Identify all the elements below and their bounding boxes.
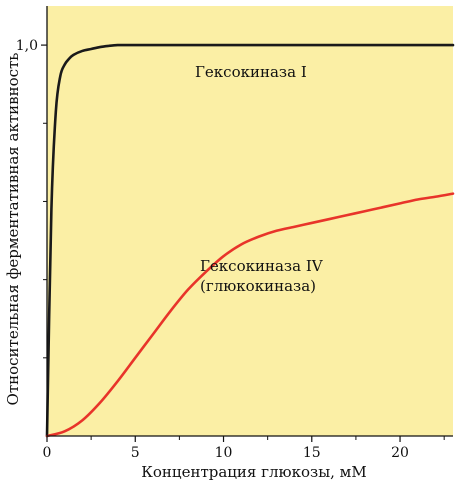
y-tick-label: 1,0: [16, 38, 38, 54]
x-ticks: 0 5 10 15 20: [43, 436, 445, 461]
series-line-hexokinase-1: [45, 43, 455, 438]
x-axis-title: Концентрация глюкозы, мМ: [141, 463, 366, 481]
x-tick-label: 15: [303, 445, 321, 461]
y-ticks: 1,0: [16, 38, 47, 359]
annotation-glucokinase: (глюкокиназа): [200, 277, 316, 295]
series-layer: [45, 43, 455, 438]
annotation-hexokinase-4: Гексокиназа IV: [200, 257, 324, 275]
x-tick-label: 0: [43, 445, 52, 461]
x-tick-label: 5: [131, 445, 140, 461]
x-tick-label: 20: [391, 445, 409, 461]
y-axis-title: Относительная ферментативная активность: [4, 53, 22, 406]
x-tick-label: 10: [215, 445, 233, 461]
plot-area: [47, 6, 453, 436]
series-line-hexokinase-4: [45, 192, 455, 438]
annotation-hexokinase-1: Гексокиназа I: [195, 63, 307, 81]
